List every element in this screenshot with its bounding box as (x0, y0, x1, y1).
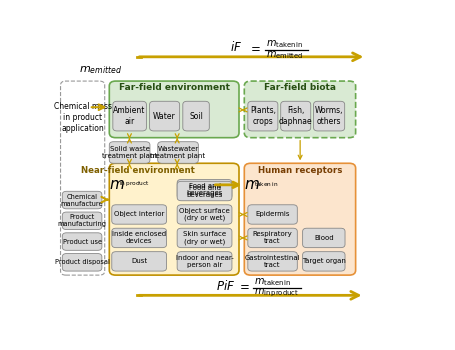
Text: Wastewater
treatment plant: Wastewater treatment plant (150, 146, 205, 159)
Text: Far-field environment: Far-field environment (118, 83, 229, 91)
FancyBboxPatch shape (149, 101, 179, 131)
FancyBboxPatch shape (111, 228, 166, 248)
Text: Water: Water (153, 112, 176, 121)
FancyBboxPatch shape (62, 233, 101, 250)
FancyBboxPatch shape (177, 252, 232, 271)
FancyBboxPatch shape (177, 180, 232, 199)
Text: $=$: $=$ (248, 41, 260, 54)
Text: Skin surface
(dry or wet): Skin surface (dry or wet) (182, 231, 226, 245)
FancyBboxPatch shape (177, 181, 232, 201)
Text: Dust: Dust (131, 258, 147, 264)
FancyBboxPatch shape (177, 205, 232, 224)
Text: $m_{\mathregular{taken\,in}}$: $m_{\mathregular{taken\,in}}$ (265, 38, 303, 50)
Text: $\it{PiF}$: $\it{PiF}$ (216, 279, 235, 293)
FancyBboxPatch shape (248, 205, 297, 224)
Text: Indoor and near-
person air: Indoor and near- person air (175, 255, 233, 268)
FancyBboxPatch shape (244, 163, 355, 275)
Text: Product
manufacturing: Product manufacturing (57, 214, 106, 227)
FancyBboxPatch shape (112, 101, 146, 131)
Text: $=$: $=$ (237, 279, 250, 292)
Text: Plants,
crops: Plants, crops (249, 106, 275, 126)
Text: Chemical mass
in product
application: Chemical mass in product application (54, 102, 111, 133)
Text: Food and
beverages: Food and beverages (186, 183, 222, 196)
FancyBboxPatch shape (62, 212, 101, 230)
Text: Near-field environment: Near-field environment (81, 166, 194, 175)
Text: Soil: Soil (189, 112, 202, 121)
Text: $m_{\mathregular{emitted}}$: $m_{\mathregular{emitted}}$ (265, 50, 302, 61)
FancyBboxPatch shape (182, 101, 209, 131)
Text: Object interior: Object interior (114, 211, 164, 217)
Text: Inside enclosed
devices: Inside enclosed devices (112, 231, 166, 244)
Text: $m_{\mathregular{in\,product}}$: $m_{\mathregular{in\,product}}$ (253, 287, 298, 299)
FancyBboxPatch shape (313, 101, 344, 131)
FancyBboxPatch shape (244, 81, 355, 138)
Text: Far-field biota: Far-field biota (263, 83, 335, 91)
Text: Blood: Blood (313, 235, 333, 241)
FancyBboxPatch shape (177, 228, 232, 248)
FancyBboxPatch shape (302, 228, 344, 248)
Text: Epidermis: Epidermis (255, 211, 289, 217)
FancyBboxPatch shape (248, 252, 297, 271)
Text: Product use: Product use (62, 239, 101, 245)
Text: $_{\mathregular{taken\,in}}$: $_{\mathregular{taken\,in}}$ (253, 180, 278, 189)
FancyBboxPatch shape (280, 101, 310, 131)
FancyBboxPatch shape (302, 252, 344, 271)
FancyBboxPatch shape (248, 101, 277, 131)
FancyBboxPatch shape (111, 205, 166, 224)
Text: Human receptors: Human receptors (257, 166, 341, 175)
Text: Product disposal: Product disposal (55, 259, 109, 265)
FancyBboxPatch shape (248, 228, 297, 248)
Text: $_{\mathregular{in\,product}}$: $_{\mathregular{in\,product}}$ (119, 180, 149, 189)
Text: Gastrointestinal
tract: Gastrointestinal tract (244, 255, 300, 268)
Text: $m_{\mathregular{emitted}}$: $m_{\mathregular{emitted}}$ (79, 64, 122, 76)
Text: $m$: $m$ (244, 177, 259, 192)
Text: $\it{iF}$: $\it{iF}$ (230, 40, 242, 54)
Text: Food and
beverages: Food and beverages (186, 184, 222, 197)
FancyBboxPatch shape (62, 253, 101, 271)
FancyBboxPatch shape (109, 163, 238, 275)
FancyBboxPatch shape (62, 191, 101, 209)
FancyBboxPatch shape (109, 142, 150, 163)
Text: Fish,
daphnae: Fish, daphnae (278, 106, 312, 126)
Text: Chemical
manufacture: Chemical manufacture (61, 194, 103, 206)
Text: Target organ: Target organ (301, 258, 345, 264)
Text: Object surface
(dry or wet): Object surface (dry or wet) (179, 208, 229, 221)
FancyBboxPatch shape (157, 142, 198, 163)
Text: $m$: $m$ (109, 177, 125, 192)
Text: Respiratory
tract: Respiratory tract (252, 231, 292, 244)
FancyBboxPatch shape (61, 81, 105, 275)
FancyBboxPatch shape (111, 252, 166, 271)
FancyBboxPatch shape (109, 81, 238, 138)
Text: $m_{\mathregular{taken\,in}}$: $m_{\mathregular{taken\,in}}$ (253, 276, 291, 288)
Text: Ambient
air: Ambient air (113, 106, 146, 126)
Text: Worms,
others: Worms, others (314, 106, 343, 126)
Text: Solid waste
treatment plant: Solid waste treatment plant (102, 146, 157, 159)
